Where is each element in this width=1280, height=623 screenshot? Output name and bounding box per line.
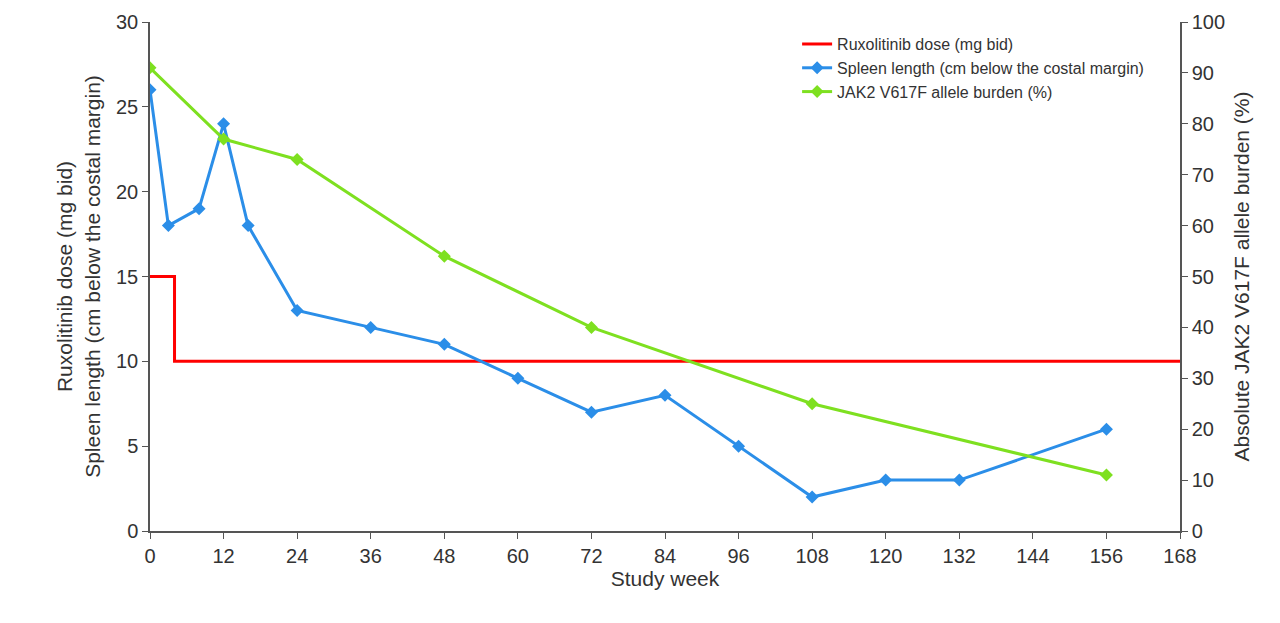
svg-text:5: 5 [127,435,138,457]
svg-text:50: 50 [1192,266,1214,288]
svg-text:84: 84 [654,545,676,567]
svg-text:70: 70 [1192,164,1214,186]
svg-text:Ruxolitinib dose (mg bid): Ruxolitinib dose (mg bid) [837,36,1013,53]
svg-text:Study week: Study week [611,567,720,590]
svg-text:10: 10 [1192,469,1214,491]
svg-text:48: 48 [433,545,455,567]
svg-text:25: 25 [116,96,138,118]
svg-text:0: 0 [127,520,138,542]
svg-text:10: 10 [116,350,138,372]
svg-text:60: 60 [1192,215,1214,237]
svg-text:0: 0 [1192,520,1203,542]
svg-text:20: 20 [116,181,138,203]
svg-text:Spleen length (cm below the co: Spleen length (cm below the costal margi… [837,60,1144,77]
svg-text:90: 90 [1192,62,1214,84]
svg-text:0: 0 [144,545,155,567]
svg-text:156: 156 [1090,545,1123,567]
svg-text:80: 80 [1192,113,1214,135]
svg-text:15: 15 [116,266,138,288]
svg-text:Ruxolitinib dose (mg bid)Splee: Ruxolitinib dose (mg bid)Spleen length (… [53,75,103,478]
svg-text:96: 96 [727,545,749,567]
svg-text:Absolute JAK2 V617F allele bur: Absolute JAK2 V617F allele burden (%) [1230,91,1253,461]
svg-text:108: 108 [795,545,828,567]
svg-text:100: 100 [1192,11,1225,33]
svg-text:24: 24 [286,545,308,567]
svg-text:30: 30 [116,11,138,33]
svg-text:168: 168 [1163,545,1196,567]
svg-text:36: 36 [360,545,382,567]
svg-text:30: 30 [1192,367,1214,389]
svg-text:144: 144 [1016,545,1049,567]
svg-text:JAK2 V617F allele burden (%): JAK2 V617F allele burden (%) [837,84,1052,101]
svg-text:12: 12 [212,545,234,567]
svg-text:120: 120 [869,545,902,567]
svg-text:132: 132 [943,545,976,567]
svg-text:72: 72 [580,545,602,567]
svg-text:20: 20 [1192,418,1214,440]
svg-text:60: 60 [507,545,529,567]
svg-text:40: 40 [1192,316,1214,338]
